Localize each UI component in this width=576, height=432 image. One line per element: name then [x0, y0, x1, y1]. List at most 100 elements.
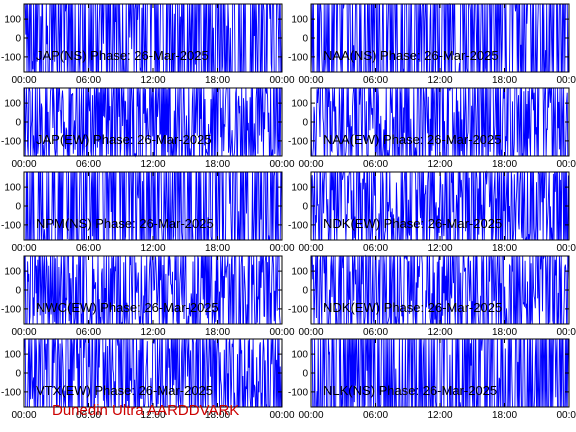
x-tick-label: 12:00 — [140, 327, 165, 338]
x-tick-label: 06:00 — [76, 75, 101, 86]
y-tick-label: -100 — [1, 220, 21, 231]
y-tick-label: 0 — [15, 202, 21, 213]
x-tick-label: 00:00 — [298, 243, 323, 254]
panel-title: NAA(NS) Phase: 26-Mar-2025 — [323, 48, 499, 63]
panel-title: NWC(EW) Phase: 26-Mar-2025 — [36, 300, 219, 315]
y-tick-label: 100 — [291, 267, 308, 278]
y-tick-label: -100 — [1, 136, 21, 147]
phase-trace — [310, 170, 570, 241]
x-tick-label: 00:00 — [556, 327, 576, 338]
x-tick-label: 06:00 — [76, 243, 101, 254]
footer-label: Dunedin Ultra AARDDVARK — [52, 402, 240, 419]
panel-8: 100 0 -100 00:00 06:00 12:00 18:00 00:00 NDK(EW)… — [288, 254, 576, 338]
x-tick-label: 18:00 — [492, 75, 517, 86]
panel-3: 100 0 -100 00:00 06:00 12:00 18:00 00:00 JAP(EW)… — [1, 87, 295, 170]
x-tick-label: 00:00 — [298, 159, 323, 170]
y-tick-label: -100 — [288, 220, 308, 231]
y-tick-label: 0 — [302, 118, 308, 129]
x-tick-label: 00:00 — [269, 159, 294, 170]
x-tick-label: 00:00 — [556, 159, 576, 170]
panel-title: JAP(EW) Phase: 26-Mar-2025 — [36, 132, 212, 147]
x-tick-label: 00:00 — [269, 327, 294, 338]
x-tick-label: 12:00 — [427, 75, 452, 86]
x-tick-label: 00:00 — [11, 243, 36, 254]
x-tick-label: 12:00 — [427, 159, 452, 170]
x-tick-label: 06:00 — [76, 410, 101, 421]
panel-10: 100 0 -100 00:00 06:00 12:00 18:00 00:00 NLK(NS)… — [288, 338, 576, 421]
x-tick-label: 06:00 — [363, 159, 388, 170]
x-tick-label: 00:00 — [11, 75, 36, 86]
x-tick-label: 06:00 — [363, 410, 388, 421]
x-tick-label: 18:00 — [492, 243, 517, 254]
y-tick-label: -100 — [288, 52, 308, 63]
x-tick-label: 18:00 — [205, 243, 230, 254]
x-tick-label: 06:00 — [363, 243, 388, 254]
phase-trace — [24, 171, 283, 241]
phase-trace — [24, 87, 282, 158]
x-tick-label: 00:00 — [269, 75, 294, 86]
x-tick-label: 12:00 — [427, 327, 452, 338]
y-tick-label: 100 — [4, 267, 21, 278]
x-tick-label: 18:00 — [492, 410, 517, 421]
y-tick-label: 100 — [4, 350, 21, 361]
panel-title: NDK(EW) Phase: 26-Mar-2025 — [323, 216, 502, 231]
y-tick-label: 100 — [291, 15, 308, 26]
x-tick-label: 00:00 — [11, 159, 36, 170]
y-tick-label: 100 — [4, 15, 21, 26]
x-tick-label: 06:00 — [363, 327, 388, 338]
x-tick-label: 12:00 — [140, 159, 165, 170]
panel-title: NAA(EW) Phase: 26-Mar-2025 — [323, 132, 501, 147]
panel-9: 100 0 -100 00:00 06:00 12:00 18:00 00:00 VTX(EW)… — [1, 338, 295, 421]
x-tick-label: 06:00 — [76, 159, 101, 170]
y-tick-label: 100 — [291, 183, 308, 194]
x-tick-label: 12:00 — [140, 243, 165, 254]
y-tick-label: 0 — [302, 34, 308, 45]
y-tick-label: -100 — [1, 387, 21, 398]
x-tick-label: 18:00 — [205, 159, 230, 170]
panel-title: NDK(EW) Phase: 26-Mar-2025 — [323, 300, 502, 315]
x-tick-label: 00:00 — [298, 75, 323, 86]
panel-4: 100 0 -100 00:00 06:00 12:00 18:00 00:00 NAA(EW)… — [288, 86, 576, 170]
y-tick-label: 0 — [15, 369, 21, 380]
y-tick-label: 0 — [302, 286, 308, 297]
panel-title: JAP(NS) Phase: 26-Mar-2025 — [36, 48, 209, 63]
x-tick-label: 00:00 — [556, 410, 576, 421]
y-tick-label: 100 — [4, 99, 21, 110]
y-tick-label: -100 — [288, 136, 308, 147]
y-tick-label: 100 — [291, 99, 308, 110]
x-tick-label: 18:00 — [492, 159, 517, 170]
x-tick-label: 12:00 — [140, 75, 165, 86]
x-tick-label: 18:00 — [492, 327, 517, 338]
x-tick-label: 18:00 — [205, 75, 230, 86]
panel-7: 100 0 -100 00:00 06:00 12:00 18:00 00:00 NWC(EW)… — [1, 255, 295, 338]
y-tick-label: 0 — [302, 369, 308, 380]
x-tick-label: 00:00 — [556, 243, 576, 254]
y-tick-label: -100 — [288, 304, 308, 315]
x-tick-label: 00:00 — [269, 243, 294, 254]
x-tick-label: 06:00 — [363, 75, 388, 86]
x-tick-label: 00:00 — [269, 410, 294, 421]
x-tick-label: 00:00 — [556, 75, 576, 86]
x-tick-label: 00:00 — [298, 410, 323, 421]
y-tick-label: -100 — [1, 304, 21, 315]
y-tick-label: -100 — [288, 387, 308, 398]
x-tick-label: 00:00 — [298, 327, 323, 338]
y-tick-label: 0 — [15, 286, 21, 297]
x-tick-label: 12:00 — [427, 243, 452, 254]
panel-2: 100 0 -100 00:00 06:00 12:00 18:00 00:00 NAA(NS)… — [288, 3, 576, 86]
x-tick-label: 18:00 — [205, 410, 230, 421]
y-tick-label: 100 — [4, 183, 21, 194]
x-tick-label: 12:00 — [140, 410, 165, 421]
x-tick-label: 00:00 — [11, 327, 36, 338]
x-tick-label: 00:00 — [11, 410, 36, 421]
panel-title: VTX(EW) Phase: 26-Mar-2025 — [36, 383, 213, 398]
y-tick-label: -100 — [1, 52, 21, 63]
panel-6: 100 0 -100 00:00 06:00 12:00 18:00 00:00 NDK(EW)… — [288, 170, 576, 254]
panel-5: 100 0 -100 00:00 06:00 12:00 18:00 00:00 NPM(NS)… — [1, 171, 295, 254]
y-tick-label: 0 — [15, 118, 21, 129]
y-tick-label: 0 — [15, 34, 21, 45]
panel-title: NLK(NS) Phase: 26-Mar-2025 — [323, 383, 497, 398]
x-tick-label: 06:00 — [76, 327, 101, 338]
x-tick-label: 12:00 — [427, 410, 452, 421]
